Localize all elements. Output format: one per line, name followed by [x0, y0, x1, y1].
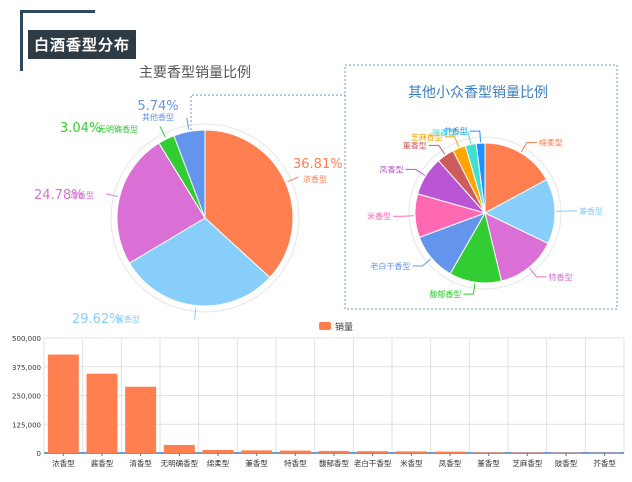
bar — [241, 450, 273, 453]
minor-pie-box — [344, 64, 618, 310]
main-pie-leader — [186, 117, 190, 130]
y-tick-label: 500,000 — [12, 335, 41, 343]
main-pie-percent-label: 29.62% — [72, 312, 122, 327]
main-pie: 36.81% 浓香型 29.62%酱香型 24.78%清香型 3.04%无明确香型 5.7… — [34, 99, 343, 327]
main-pie-percent-label: 24.78% — [34, 188, 84, 203]
bar — [473, 452, 505, 453]
minor-pie-slice — [484, 142, 548, 214]
main-pie-leader — [159, 126, 166, 138]
minor-pie-slice-label: 馥郁香型 — [429, 289, 461, 299]
minor-pie-title: 其他小众香型销量比例 — [408, 85, 548, 101]
main-pie-slice-label: 无明确香型 — [98, 124, 138, 134]
minor-pie-slice-label: 特香型 — [548, 272, 572, 282]
page-title: 白酒香型分布 — [28, 30, 137, 59]
minor-pie-slice-label: 芝麻香型 — [411, 132, 443, 142]
y-tick-label: 250,000 — [12, 393, 41, 401]
main-pie-slice-label: 酱香型 — [116, 314, 140, 324]
main-pie-slice-label: 浓香型 — [303, 174, 327, 184]
header-frame — [20, 10, 95, 71]
main-pie-title: 主要香型销量比例 — [139, 65, 251, 81]
bar — [47, 354, 79, 453]
bar — [125, 386, 157, 453]
y-tick-label: 0 — [37, 450, 41, 458]
minor-pie-slice-label: 董香型 — [403, 140, 427, 150]
x-tick-label: 绵柔型 — [207, 458, 230, 468]
minor-pie-leader — [529, 267, 547, 278]
minor-pie-slice — [484, 212, 549, 282]
bar — [550, 452, 582, 454]
minor-pie-leader — [458, 132, 472, 144]
main-pie-slice — [116, 142, 206, 264]
bar-chart: 销量 0 125,000 250,000 375,000 500,000 浓香型 酱香型 清香型… — [12, 321, 625, 468]
x-tick-label: 馥郁香型 — [319, 458, 349, 468]
y-tick-label: 375,000 — [12, 364, 41, 372]
minor-pie-leader — [405, 168, 426, 176]
minor-pie-slice-label: 绵柔型 — [539, 138, 563, 148]
main-pie-slice — [128, 217, 271, 307]
x-tick-label: 老白干香型 — [354, 458, 392, 468]
x-tick-label: 无明确香型 — [161, 458, 199, 468]
x-tick-label: 芝麻香型 — [512, 458, 542, 468]
main-pie-percent-label: 36.81% — [293, 157, 343, 172]
minor-pie-leader — [469, 130, 482, 143]
main-pie-percent-label: 5.74% — [137, 99, 178, 114]
bar — [434, 451, 466, 453]
minor-pie-slice — [475, 142, 486, 214]
legend-swatch — [319, 322, 331, 330]
x-tick-label: 兼香型 — [245, 458, 268, 468]
minor-pie-ring — [408, 136, 562, 290]
minor-pie-slice-label: 兼香型 — [579, 206, 603, 216]
bar — [202, 450, 234, 453]
x-tick-label: 芥香型 — [593, 458, 616, 468]
main-pie-slice-label: 清香型 — [70, 190, 94, 200]
bar — [357, 451, 389, 453]
minor-pie-leader — [520, 142, 537, 153]
main-pie-slice — [204, 129, 294, 279]
legend-label: 销量 — [335, 321, 353, 333]
bar — [318, 450, 350, 453]
minor-pie-leader — [463, 283, 476, 295]
x-tick-label: 凤香型 — [439, 458, 462, 468]
bar — [395, 451, 427, 453]
bar — [163, 444, 195, 453]
connector-line — [190, 94, 345, 138]
x-tick-label: 清香型 — [129, 458, 152, 468]
x-tick-label: 酱香型 — [91, 458, 114, 468]
minor-pie-leader — [428, 144, 446, 155]
main-pie-leader — [287, 176, 299, 183]
x-tick-label: 浓香型 — [52, 458, 75, 468]
bar — [511, 452, 543, 454]
x-tick-label: 豉香型 — [555, 458, 578, 468]
minor-pie-slice-label: 芥香型 — [444, 126, 468, 136]
main-pie-leader — [105, 193, 118, 198]
x-tick-label: 特香型 — [284, 458, 307, 468]
minor-pie-leader — [412, 258, 432, 267]
minor-pie-slice — [483, 178, 556, 245]
minor-pie-slice-label: 豉香型 — [432, 128, 456, 138]
main-pie-leader — [194, 307, 197, 320]
bar — [279, 450, 311, 453]
main-pie-slice — [173, 129, 206, 219]
main-pie-ring — [110, 123, 300, 313]
x-tick-label: 董香型 — [477, 458, 500, 468]
bar — [86, 373, 118, 453]
main-pie-percent-label: 3.04% — [60, 121, 101, 136]
x-tick-label: 米香型 — [400, 458, 423, 468]
minor-pie-slice-label: 凤香型 — [380, 164, 404, 174]
minor-pie-slice-label: 老白干香型 — [370, 261, 410, 271]
main-pie-slice-label: 其他香型 — [142, 112, 174, 122]
minor-pie-leader — [444, 136, 460, 148]
connector-path — [190, 94, 345, 138]
y-tick-label: 125,000 — [12, 421, 41, 429]
minor-pie-slice-label: 米香型 — [367, 211, 391, 221]
